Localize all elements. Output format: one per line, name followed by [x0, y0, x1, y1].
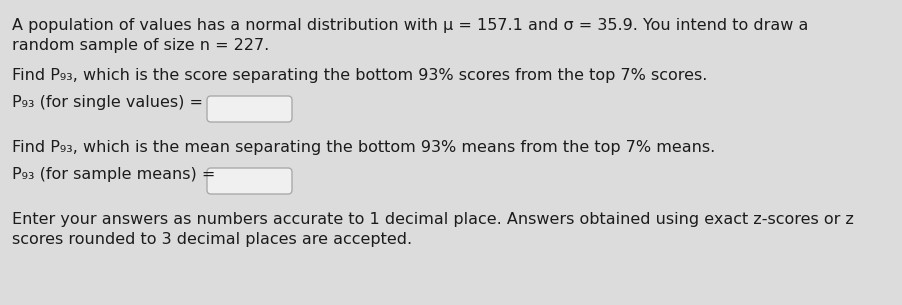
- Text: Find P₉₃, which is the score separating the bottom 93% scores from the top 7% sc: Find P₉₃, which is the score separating …: [12, 68, 707, 83]
- FancyBboxPatch shape: [207, 168, 292, 194]
- Text: A population of values has a normal distribution with μ = 157.1 and σ = 35.9. Yo: A population of values has a normal dist…: [12, 18, 808, 33]
- FancyBboxPatch shape: [207, 96, 292, 122]
- Text: Find P₉₃, which is the mean separating the bottom 93% means from the top 7% mean: Find P₉₃, which is the mean separating t…: [12, 140, 715, 155]
- Text: scores rounded to 3 decimal places are accepted.: scores rounded to 3 decimal places are a…: [12, 232, 412, 247]
- Text: P₉₃ (for single values) =: P₉₃ (for single values) =: [12, 95, 203, 110]
- Text: Enter your answers as numbers accurate to 1 decimal place. Answers obtained usin: Enter your answers as numbers accurate t…: [12, 212, 854, 227]
- Text: P₉₃ (for sample means) =: P₉₃ (for sample means) =: [12, 167, 216, 182]
- Text: random sample of size n = 227.: random sample of size n = 227.: [12, 38, 270, 53]
